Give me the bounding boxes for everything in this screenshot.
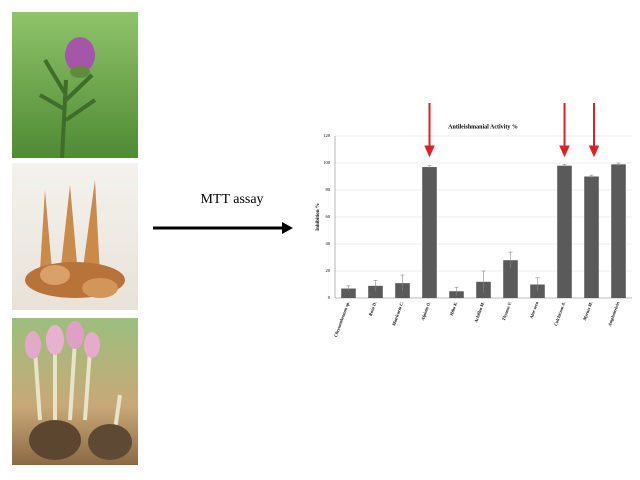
- x-tick-label: Myrtus M.: [582, 301, 594, 322]
- process-arrowhead: [282, 222, 293, 234]
- thistle-photo: [12, 12, 138, 159]
- bar: [557, 165, 572, 298]
- x-tick-label: Chrysanthemum sp.: [333, 301, 350, 338]
- y-tick-label: 60: [326, 214, 331, 219]
- x-tick-label: Amphotericin: [607, 301, 621, 328]
- y-tick-label: 20: [326, 268, 331, 273]
- chart-title: Antileishmanial Activity %: [448, 124, 518, 130]
- plot: 0 20 40 60 80 100 120 Chrysanthemum sp. Rosa D. M…: [323, 133, 632, 338]
- x-tick-label: Achillea M.: [473, 301, 485, 324]
- bar: [584, 176, 599, 298]
- y-tick-label: 0: [328, 295, 331, 300]
- x-tick-label: Thymus V.: [501, 301, 513, 322]
- bar: [503, 260, 518, 298]
- y-tick-label: 120: [323, 133, 331, 138]
- y-tick-label: 100: [323, 160, 331, 165]
- bar: [341, 288, 356, 298]
- x-tick-label: Aloe vera: [528, 300, 539, 320]
- x-tick-label: Hiba K.: [448, 301, 458, 317]
- highlight-arrows: [424, 103, 600, 158]
- bar: [422, 167, 437, 298]
- y-axis-label: Inhibition %: [316, 203, 321, 231]
- bar: [611, 164, 626, 298]
- x-tick-label: Rosa D.: [368, 301, 378, 317]
- root-photo: [12, 163, 138, 310]
- crocus-photo: [12, 318, 138, 465]
- x-tick-label: Alpinia O.: [420, 301, 432, 322]
- y-tick-label: 40: [326, 241, 331, 246]
- bar: [368, 285, 383, 298]
- x-tick-label: Matricaria C.: [391, 301, 405, 327]
- x-tick-label: Colchicum A.: [553, 301, 566, 327]
- process-label: MTT assay: [200, 192, 263, 207]
- y-tick-label: 80: [326, 187, 331, 192]
